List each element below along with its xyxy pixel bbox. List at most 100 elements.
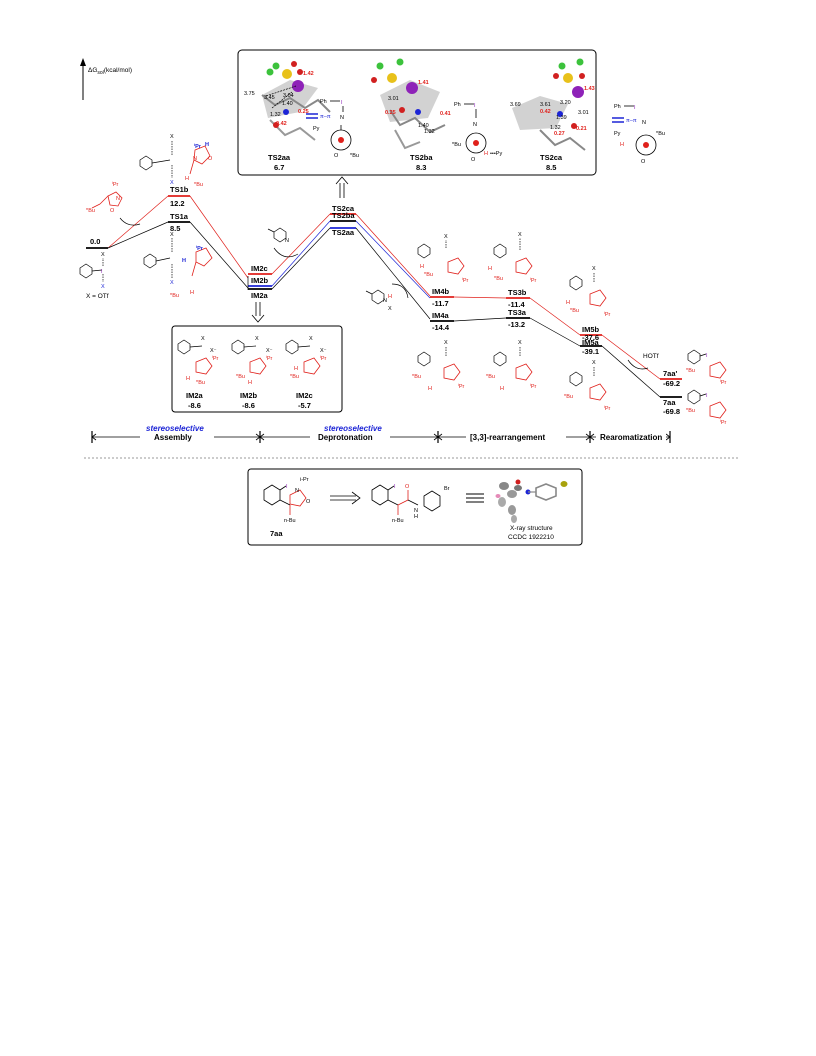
svg-text:π–π: π–π <box>320 114 331 120</box>
ts2aa-dist-8: 0.42 <box>276 121 287 127</box>
stage-rearomatization: Rearomatization <box>600 433 662 442</box>
start-value: 0.0 <box>90 237 100 246</box>
ts2aa-dist-4: 1.42 <box>303 71 314 77</box>
assembly-arrow <box>119 217 141 226</box>
ts2aa-label: TS2aa <box>332 228 355 237</box>
path-start-ts1b <box>107 195 169 249</box>
amide-structure: I O N H <box>371 484 441 520</box>
ts1a-sketch: X X H iPr nBu H <box>143 232 213 299</box>
product-7aa-sketch: I nBu iPr <box>686 389 727 426</box>
ts3b-label: TS3b <box>508 288 527 297</box>
svg-text:H: H <box>182 258 186 264</box>
svg-text:H: H <box>205 142 209 148</box>
substrate-o: O <box>110 208 115 214</box>
inset-im2c-value: -5.7 <box>298 401 311 410</box>
svg-text:X: X <box>518 340 522 346</box>
lutidinium-leaving: N H X <box>365 283 409 312</box>
svg-text:X: X <box>170 180 174 186</box>
svg-text:O: O <box>641 159 646 165</box>
compound-7aa-label: 7aa <box>270 529 283 538</box>
ts2aa-dist-3: 3.04 <box>283 93 294 99</box>
svg-text:H: H <box>484 151 488 157</box>
svg-text:H: H <box>186 376 190 382</box>
svg-text:X: X <box>201 336 205 342</box>
7aa-nbu-label: n-Bu <box>284 518 296 524</box>
xray-caption-2: CCDC 1922210 <box>508 534 554 541</box>
svg-text:I: I <box>474 103 476 109</box>
svg-text:π–π: π–π <box>626 118 637 124</box>
ts2ba-dist-3: 0.25 <box>385 110 396 116</box>
ts2ba-dist-4: 0.41 <box>440 111 451 117</box>
svg-text:X: X <box>170 232 174 238</box>
svg-text:X⁻: X⁻ <box>266 348 273 354</box>
ts2ca-dist-8: 0.42 <box>540 109 551 115</box>
svg-text:nBu: nBu <box>170 291 179 299</box>
stage-assembly: Assembly <box>154 433 192 442</box>
path-start-ts1a <box>107 221 169 249</box>
ts2aa-newman: Ph I N π–π Py O nBu <box>306 99 359 159</box>
svg-text:O: O <box>471 157 476 163</box>
im4b-value: -11.7 <box>432 299 449 308</box>
ts2ba-dist-2: 1.41 <box>418 80 429 86</box>
svg-text:nBu: nBu <box>656 129 665 137</box>
ts2aa-dist-7: 0.25 <box>298 109 309 115</box>
ts1b-label: TS1b <box>170 185 189 194</box>
inset-ts2ba-value: 8.3 <box>416 163 426 172</box>
svg-text:nBu: nBu <box>564 392 573 400</box>
im4a-value: -14.4 <box>432 323 450 332</box>
inset-ts2ca-value: 8.5 <box>546 163 556 172</box>
retro-arrow <box>330 491 361 505</box>
svg-text:X: X <box>101 252 105 258</box>
svg-text:nBu: nBu <box>686 366 695 374</box>
im5b-label: IM5b <box>582 325 600 334</box>
equivalence-sign <box>466 493 484 503</box>
svg-text:iPr: iPr <box>604 310 611 318</box>
svg-text:Ph: Ph <box>320 99 327 105</box>
svg-text:Py: Py <box>313 126 320 132</box>
svg-text:X: X <box>518 232 522 238</box>
product-7aa-prime-sketch: I nBu iPr <box>686 349 727 386</box>
xray-ortep <box>495 479 568 523</box>
stage-deprotonation: Deprotonation <box>318 433 373 442</box>
7aa-ipr-label: i-Pr <box>300 477 309 483</box>
svg-text:iPr: iPr <box>604 404 611 412</box>
svg-text:H: H <box>620 142 624 148</box>
svg-text:Py: Py <box>614 131 621 137</box>
svg-text:nBu: nBu <box>452 140 461 148</box>
svg-text:X: X <box>309 336 313 342</box>
svg-text:X: X <box>101 284 105 290</box>
svg-text:iPr: iPr <box>530 276 537 284</box>
stage-deprotonation-note: stereoselective <box>324 424 382 433</box>
ts3b-sketch: X H nBu iPr <box>488 232 537 284</box>
substrate-nbu: nBu <box>86 206 95 214</box>
ts2ba-label: TS2ba <box>332 211 355 220</box>
svg-text:nBu: nBu <box>350 151 359 159</box>
svg-text:I: I <box>706 393 708 399</box>
ts3b-value: -11.4 <box>508 300 526 309</box>
svg-text:nBu: nBu <box>412 372 421 380</box>
svg-text:H: H <box>185 176 189 182</box>
stage-rearrangement: [3,3]-rearrangement <box>470 433 545 442</box>
svg-text:H: H <box>414 514 418 520</box>
svg-text:X: X <box>170 134 174 140</box>
y-axis-arrowhead <box>80 58 86 66</box>
svg-text:O: O <box>334 153 339 159</box>
ts2ba-newman: Ph I N nBu O H •••Py <box>452 102 502 163</box>
svg-text:X: X <box>444 234 448 240</box>
svg-text:Ph: Ph <box>614 104 621 110</box>
svg-text:H: H <box>488 266 492 272</box>
ts2ca-label: TS2ca <box>332 204 355 213</box>
inset-ts2aa-value: 6.7 <box>274 163 284 172</box>
svg-text:iPr: iPr <box>212 354 219 362</box>
svg-text:nBu: nBu <box>686 406 695 414</box>
reagent-phix2: X X I <box>79 252 105 290</box>
im2c-label: IM2c <box>251 264 268 273</box>
svg-text:iPr: iPr <box>720 378 727 386</box>
ts2ca-dist-7: 3.01 <box>578 110 589 116</box>
ts2ca-dist-5: 1.39 <box>556 115 567 121</box>
inset-im2a-label: IM2a <box>186 391 204 400</box>
svg-text:X: X <box>170 280 174 286</box>
path-im2a-ts2aa <box>271 227 331 290</box>
svg-text:I: I <box>634 105 636 111</box>
